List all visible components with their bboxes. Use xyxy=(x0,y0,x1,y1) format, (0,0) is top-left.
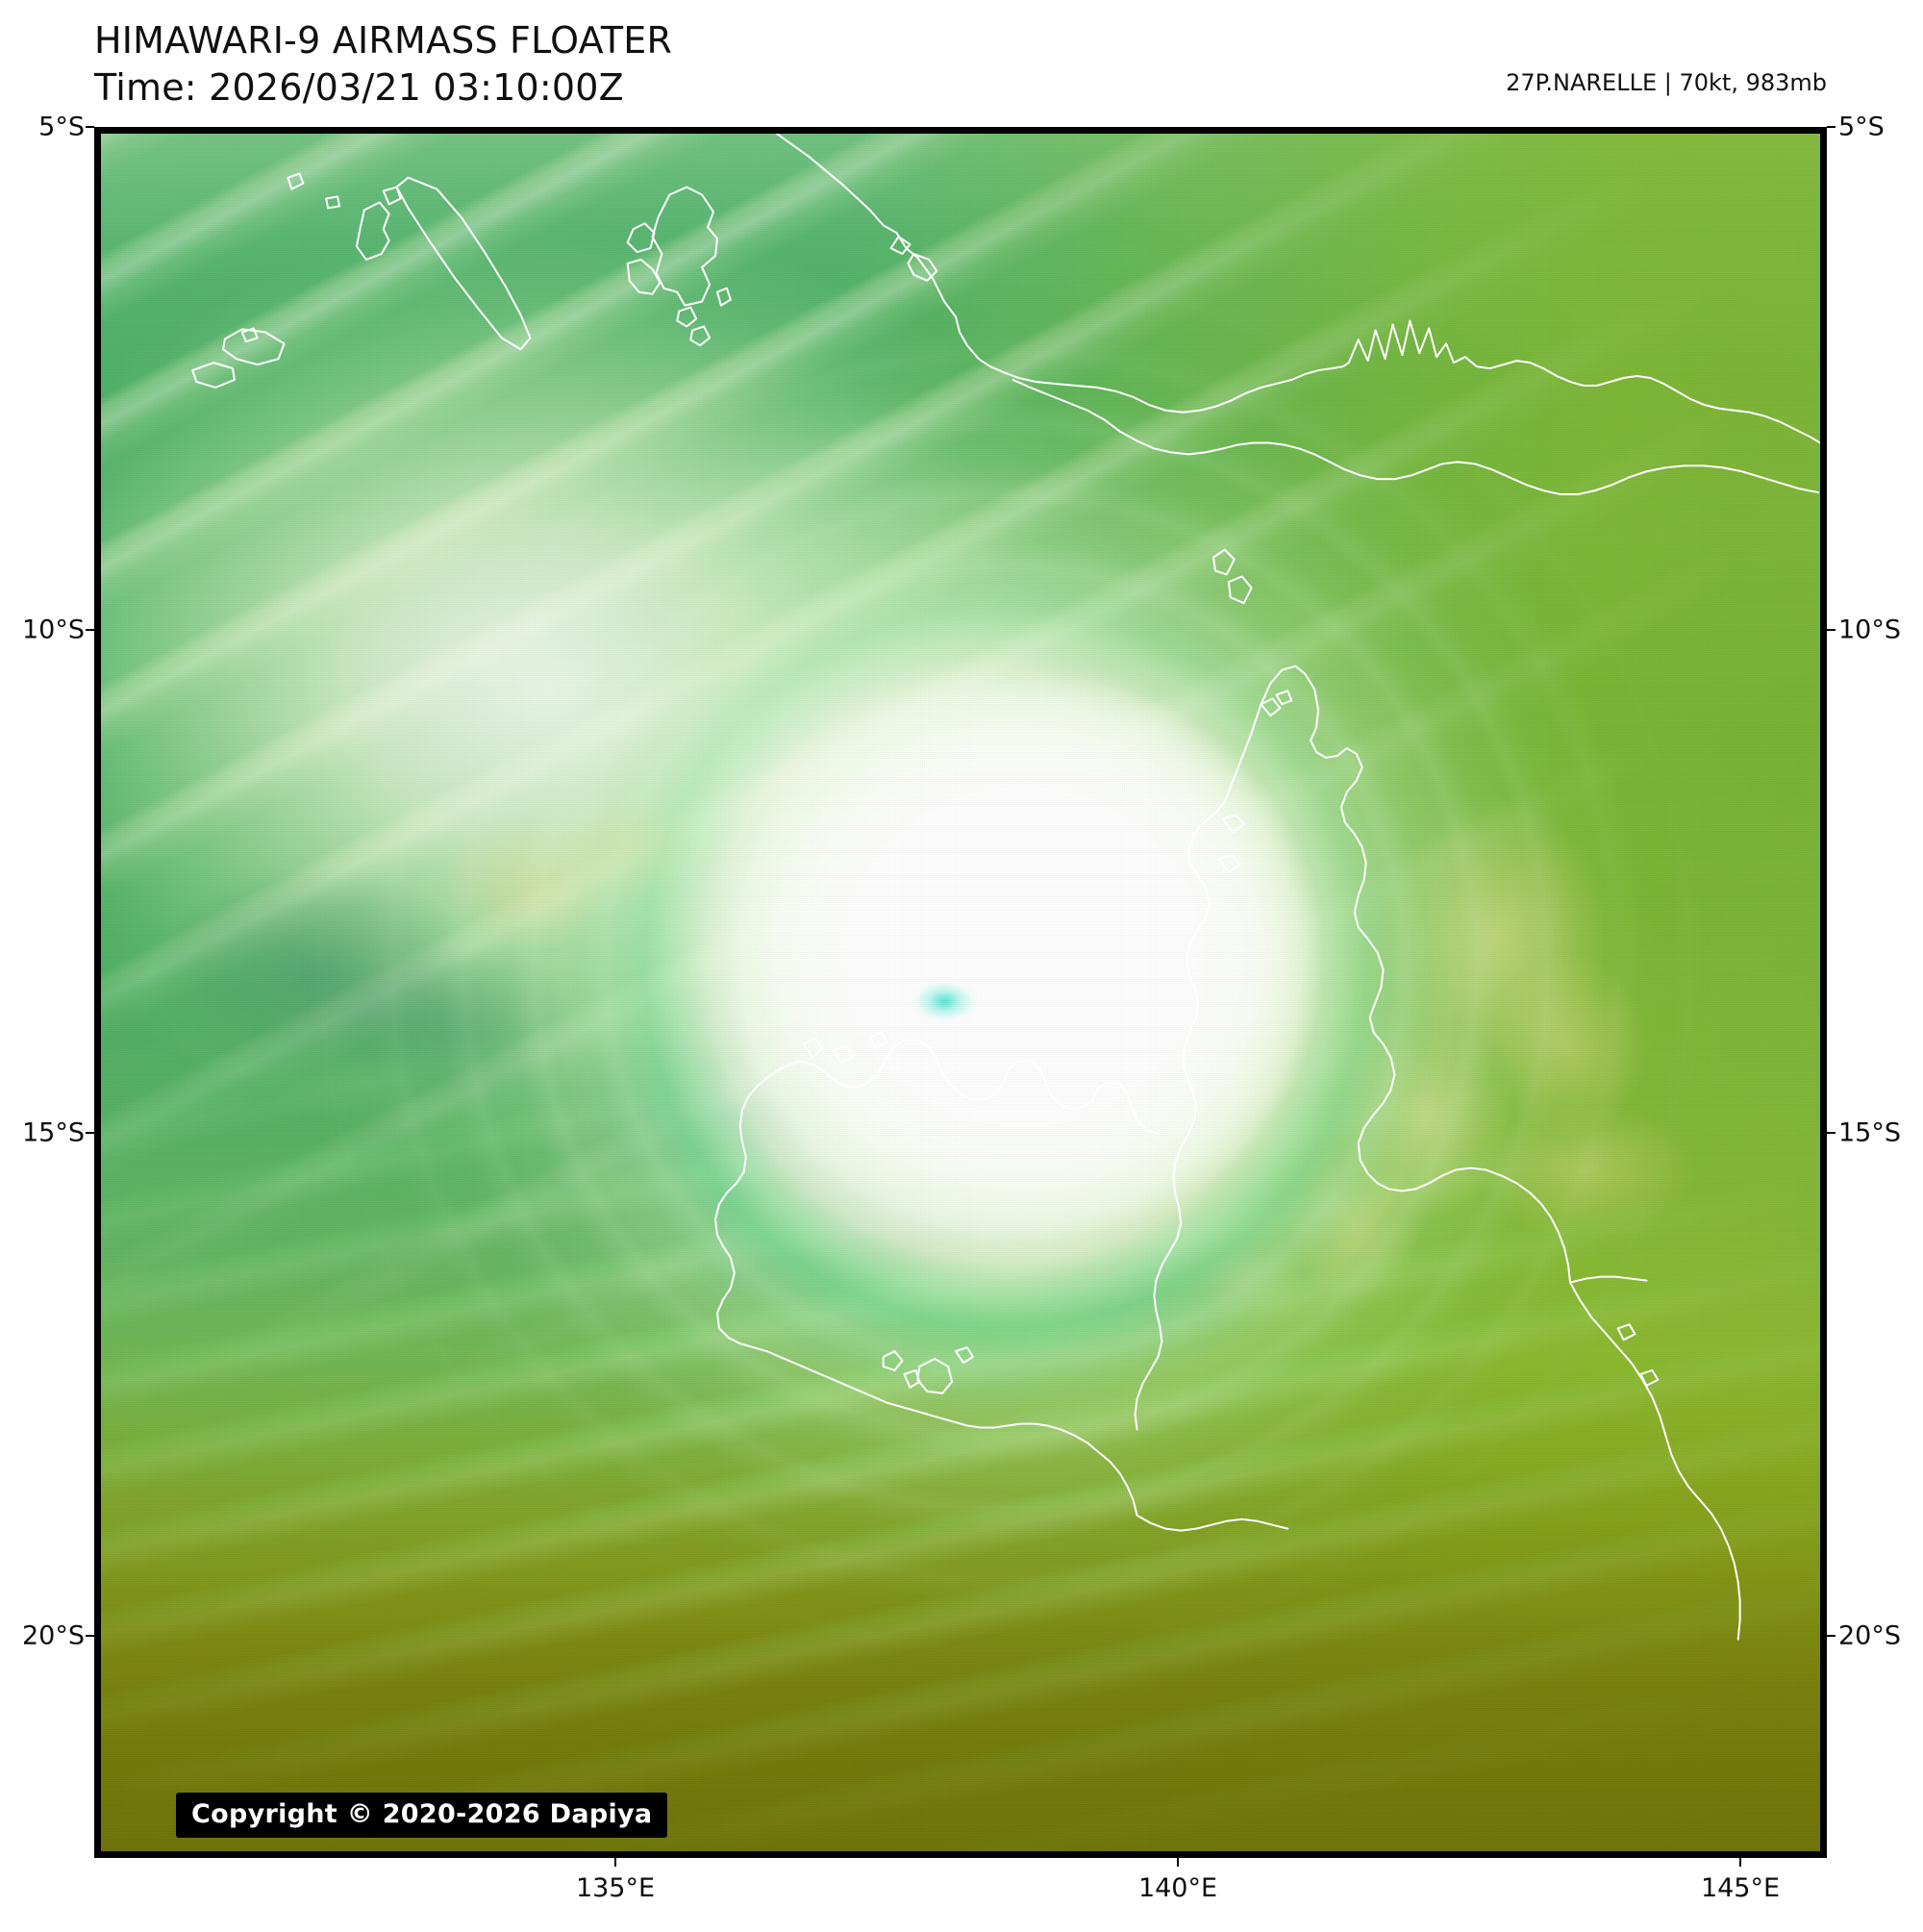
coastline-island-nw1 xyxy=(223,329,285,364)
coastline-arnhem-north xyxy=(769,1041,1159,1134)
header: HIMAWARI-9 AIRMASS FLOATER Time: 2026/03… xyxy=(0,0,1923,127)
lon-label-2: 145°E xyxy=(1700,1873,1781,1903)
pixel-grain-overlay xyxy=(101,134,1820,1851)
coastline-queensland-bend xyxy=(1570,1277,1646,1283)
lat-label-left-3: 20°S xyxy=(22,1620,85,1651)
coastline-new-guinea-inner xyxy=(1013,380,1818,494)
coastline-cape-york-east xyxy=(1225,666,1570,1283)
coastline-tanimbar-w xyxy=(628,223,655,252)
coastline-tanimbar-s1 xyxy=(677,308,696,327)
lat-label-right-3: 20°S xyxy=(1838,1620,1901,1651)
coastline-aru2 xyxy=(1229,576,1252,603)
lat-label-left-2: 15°S xyxy=(22,1117,85,1148)
coastline-gulf-islet2 xyxy=(904,1370,919,1388)
coastline-gulf-south xyxy=(1137,1516,1288,1531)
lon-tick-2 xyxy=(1739,1858,1741,1867)
lon-tick-0 xyxy=(614,1858,616,1867)
lat-tick-right-3 xyxy=(1827,1635,1836,1637)
coastline-timor xyxy=(397,178,531,350)
coastline-tanimbar-main xyxy=(653,188,717,306)
coastline-cy-notch2 xyxy=(1219,855,1240,872)
coastline-island-small2 xyxy=(287,174,303,189)
lat-label-left-0: 5°S xyxy=(38,112,85,142)
coastline-island-small1 xyxy=(384,188,401,205)
coastline-reef-islet2 xyxy=(1640,1370,1658,1386)
coastline-island-small3 xyxy=(326,196,339,208)
coastline-island-small4 xyxy=(242,328,258,341)
lat-tick-left-3 xyxy=(86,1635,94,1637)
lat-tick-right-2 xyxy=(1827,1132,1836,1134)
coastline-cape-york-west xyxy=(1136,802,1225,1430)
coastline-ng-islet1 xyxy=(891,237,911,254)
coastline-island-nw2 xyxy=(192,363,235,388)
coastline-gulf-islet1 xyxy=(884,1351,903,1370)
copyright-banner: Copyright © 2020-2026 Dapiya xyxy=(176,1793,668,1838)
coastline-cy-notch1 xyxy=(1223,815,1244,832)
lat-label-right-0: 5°S xyxy=(1838,112,1885,142)
coastline-ng-connector xyxy=(1291,363,1349,380)
coastline-new-guinea-south xyxy=(769,134,1292,413)
lon-label-0: 135°E xyxy=(575,1873,656,1903)
coastline-new-guinea-northeast xyxy=(1349,320,1820,442)
coastline-overlay xyxy=(101,134,1820,1851)
lat-tick-left-0 xyxy=(86,126,94,128)
coastline-tanimbar-sw xyxy=(628,260,661,294)
lat-tick-left-1 xyxy=(86,629,94,631)
satellite-imagery[interactable] xyxy=(101,134,1820,1851)
lat-label-left-1: 10°S xyxy=(22,615,85,645)
coastline-arnhem-islet1 xyxy=(803,1039,822,1058)
coastline-ng-islet2 xyxy=(908,254,937,281)
coastline-cy-islet2 xyxy=(1276,690,1291,704)
page-title: HIMAWARI-9 AIRMASS FLOATER xyxy=(94,19,673,62)
coastline-tanimbar-e1 xyxy=(717,289,731,306)
coastline-groote-eylandt xyxy=(917,1359,952,1393)
coastline-arnhem-islet2 xyxy=(834,1046,853,1064)
lon-tick-1 xyxy=(1177,1858,1179,1867)
lat-tick-left-2 xyxy=(86,1132,94,1134)
coastline-island-rote xyxy=(357,202,389,260)
coastline-gulf-islet3 xyxy=(956,1347,973,1363)
coastline-arnhem-islet3 xyxy=(870,1033,887,1048)
lon-label-1: 140°E xyxy=(1137,1873,1218,1903)
storm-eye xyxy=(101,134,1820,1851)
coastline-arnhem-south xyxy=(715,1076,1137,1515)
lat-tick-right-1 xyxy=(1827,629,1836,631)
timestamp: Time: 2026/03/21 03:10:00Z xyxy=(94,65,624,109)
satellite-image-frame[interactable]: Copyright © 2020-2026 Dapiya xyxy=(94,127,1827,1858)
title-block: HIMAWARI-9 AIRMASS FLOATER Time: 2026/03… xyxy=(94,17,672,111)
lat-label-right-1: 10°S xyxy=(1838,615,1901,645)
coastline-cy-islet1 xyxy=(1261,698,1281,715)
coastline-reef-islet1 xyxy=(1618,1324,1636,1340)
lat-label-right-2: 15°S xyxy=(1838,1117,1901,1148)
storm-info-badge: 27P.NARELLE | 70kt, 983mb xyxy=(1506,69,1827,96)
coastline-aru1 xyxy=(1213,550,1235,575)
coastline-tanimbar-s2 xyxy=(690,326,710,345)
coastline-queensland-east xyxy=(1570,1283,1740,1640)
lat-tick-right-0 xyxy=(1827,126,1836,128)
